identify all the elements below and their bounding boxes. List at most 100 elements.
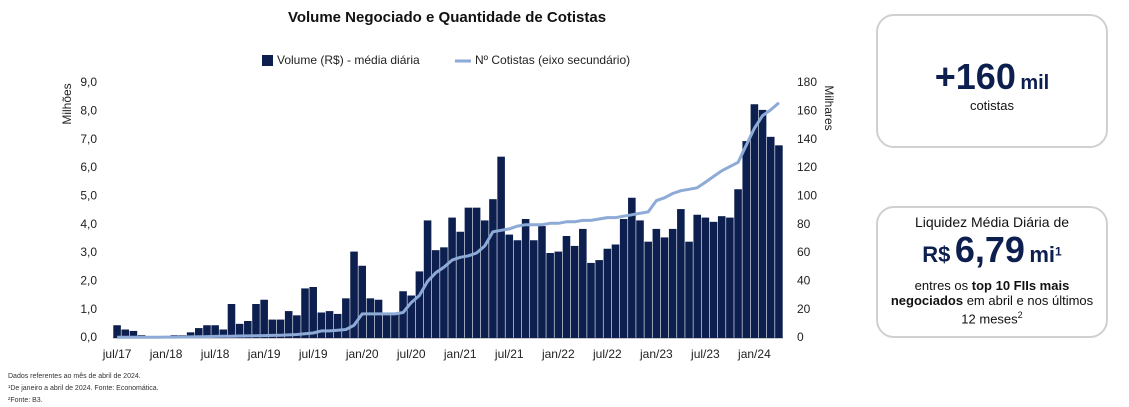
bar bbox=[709, 221, 718, 338]
x-tick-label: jul/21 bbox=[494, 347, 524, 361]
bar bbox=[391, 312, 399, 338]
bar bbox=[399, 291, 407, 338]
headline: +160 mil bbox=[878, 56, 1106, 98]
headline-value: +160 bbox=[934, 56, 1016, 97]
bar bbox=[521, 219, 530, 338]
y2-tick-label: 0 bbox=[797, 330, 804, 344]
y-tick-label: 3,0 bbox=[80, 245, 97, 259]
bar bbox=[668, 228, 677, 338]
bar bbox=[415, 271, 424, 338]
y2-tick-label: 80 bbox=[797, 217, 811, 231]
y-tick-label: 5,0 bbox=[80, 189, 97, 203]
cotistas-card: +160 mil cotistas bbox=[876, 14, 1108, 148]
bar bbox=[660, 237, 669, 338]
bar bbox=[440, 247, 448, 338]
bar bbox=[211, 325, 219, 338]
legend-label: Volume (R$) - média diária bbox=[277, 53, 420, 67]
bar bbox=[219, 329, 228, 338]
bar bbox=[644, 241, 652, 338]
x-tick-label: jul/18 bbox=[200, 347, 230, 361]
bar bbox=[538, 226, 546, 338]
x-tick-label: jul/19 bbox=[298, 347, 328, 361]
headline-unit: mil bbox=[1020, 72, 1050, 94]
line bbox=[117, 101, 780, 339]
liquidez-value: R$ 6,79 mi1 bbox=[878, 230, 1106, 278]
bar bbox=[244, 321, 252, 338]
x-tick-label: jul/22 bbox=[592, 347, 622, 361]
y-tick-label: 6,0 bbox=[80, 160, 97, 174]
bar bbox=[121, 329, 130, 338]
y-tick-label: 1,0 bbox=[80, 302, 97, 316]
bar bbox=[619, 219, 628, 338]
value: 6,79 bbox=[954, 229, 1025, 270]
description: entres os top 10 FIIs mais negociados em… bbox=[878, 278, 1106, 326]
y-tick-label: 7,0 bbox=[80, 132, 97, 146]
bar bbox=[734, 189, 742, 338]
y-tick-label: 4,0 bbox=[80, 217, 97, 231]
y2-tick-label: 60 bbox=[797, 245, 811, 259]
bar bbox=[775, 145, 783, 338]
legend-swatch bbox=[262, 55, 273, 66]
bar bbox=[235, 323, 244, 338]
bar bbox=[546, 253, 554, 338]
bar bbox=[758, 109, 767, 339]
bar bbox=[456, 231, 465, 338]
y2-axis-label: Milhares bbox=[822, 85, 836, 130]
bar bbox=[309, 287, 317, 338]
bar bbox=[374, 299, 383, 338]
chart: Volume Negociado e Quantidade de Cotista… bbox=[60, 9, 836, 361]
bar bbox=[276, 319, 285, 338]
y-axis-label: Milhões bbox=[60, 83, 74, 124]
x-tick-label: jan/23 bbox=[639, 347, 673, 361]
bar bbox=[333, 313, 342, 338]
bar bbox=[562, 236, 571, 338]
x-tick-label: jan/18 bbox=[149, 347, 183, 361]
bar bbox=[268, 319, 277, 338]
y-tick-label: 8,0 bbox=[80, 104, 97, 118]
y2-tick-label: 40 bbox=[797, 274, 811, 288]
legend-label: Nº Cotistas (eixo secundário) bbox=[475, 53, 630, 67]
text-bold: top 10 FIIs mais negociados bbox=[890, 278, 1070, 308]
bar bbox=[252, 304, 260, 338]
footnote: Dados referentes ao mês de abril de 2024… bbox=[8, 373, 141, 380]
bar bbox=[742, 141, 751, 338]
bar bbox=[350, 251, 358, 338]
bar bbox=[203, 325, 211, 338]
x-tick-label: jan/20 bbox=[345, 347, 379, 361]
bar bbox=[513, 240, 522, 338]
text: entres os bbox=[914, 278, 969, 293]
unit: mi bbox=[1029, 242, 1056, 267]
x-tick-label: jul/20 bbox=[396, 347, 426, 361]
bar bbox=[464, 207, 473, 338]
y-tick-label: 9,0 bbox=[80, 75, 97, 89]
y2-tick-label: 160 bbox=[797, 104, 817, 118]
bar bbox=[480, 220, 489, 338]
prefix: R$ bbox=[922, 242, 951, 267]
bar bbox=[750, 104, 759, 338]
bar bbox=[382, 313, 391, 338]
bar bbox=[186, 332, 195, 338]
y-tick-label: 0,0 bbox=[80, 330, 97, 344]
bar bbox=[701, 217, 710, 338]
bar bbox=[358, 265, 366, 338]
footnote: ¹De janeiro a abril de 2024. Fonte: Econ… bbox=[8, 385, 159, 392]
bar bbox=[472, 207, 481, 338]
bar bbox=[317, 312, 326, 338]
y2-tick-label: 180 bbox=[797, 75, 817, 89]
bar bbox=[260, 299, 268, 338]
bar bbox=[628, 197, 636, 338]
y2-tick-label: 140 bbox=[797, 132, 817, 146]
bar bbox=[554, 251, 563, 338]
x-tick-label: jul/17 bbox=[102, 347, 132, 361]
bar bbox=[407, 295, 416, 338]
sup: 2 bbox=[1017, 310, 1023, 320]
bar bbox=[636, 220, 644, 338]
liquidez-card: Liquidez Média Diária de R$ 6,79 mi1 ent… bbox=[876, 206, 1108, 338]
bar bbox=[293, 315, 301, 338]
bar bbox=[284, 311, 293, 338]
bar bbox=[195, 328, 203, 338]
bar bbox=[497, 156, 505, 338]
bar bbox=[717, 216, 726, 338]
footnote: ²Fonte: B3. bbox=[8, 397, 43, 404]
